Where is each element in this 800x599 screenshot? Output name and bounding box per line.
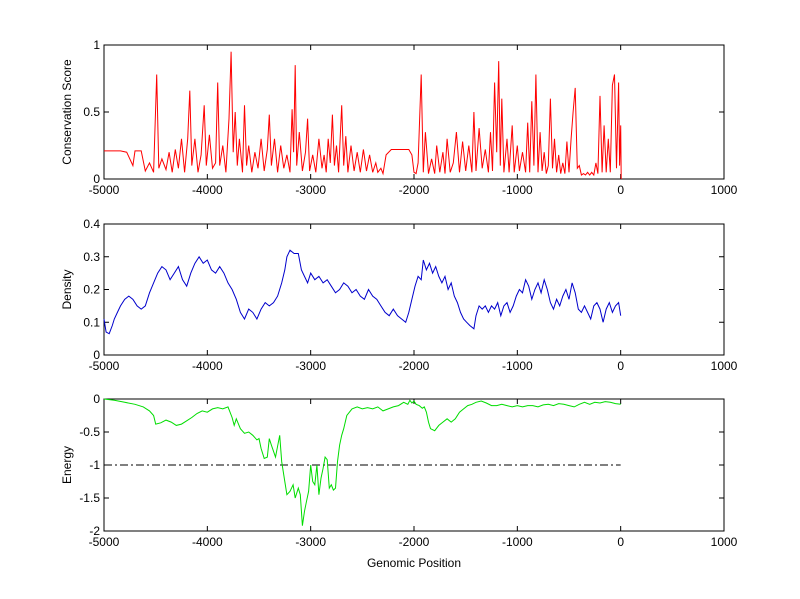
y-tick-label: -1 [89, 458, 100, 472]
y-axis-label: Energy [60, 446, 74, 484]
y-axis-label: Conservation Score [60, 59, 74, 165]
x-tick-label: 0 [617, 359, 624, 373]
series-line [103, 249, 622, 335]
x-tick-label: -2000 [399, 359, 430, 373]
y-tick-label: 0 [93, 172, 100, 186]
x-tick-label: 0 [617, 183, 624, 197]
x-tick-label: 1000 [711, 183, 738, 197]
y-tick-label: 0.5 [83, 105, 100, 119]
x-tick-label: 1000 [711, 359, 738, 373]
x-tick-label: -1000 [502, 359, 533, 373]
y-tick-label: 0 [93, 392, 100, 406]
y-tick-label: 1 [93, 38, 100, 52]
y-tick-label: -2 [89, 524, 100, 538]
chart-panel-3: -5000 -4000 -3000 -2000 -1000 0 1000 -2 -1.5 -1 -0… [60, 392, 738, 570]
x-tick-label: -2000 [399, 535, 430, 549]
x-tick-label: 0 [617, 535, 624, 549]
x-tick-label: -4000 [192, 535, 223, 549]
series-line [103, 398, 621, 526]
x-tick-label: -5000 [89, 183, 120, 197]
y-tick-label: -0.5 [79, 425, 100, 439]
x-tick-label: -5000 [89, 359, 120, 373]
y-axis-label: Density [60, 269, 74, 309]
x-tick-label: -2000 [399, 183, 430, 197]
x-tick-label: -1000 [502, 535, 533, 549]
x-tick-label: -4000 [192, 183, 223, 197]
y-tick-label: 0.1 [83, 315, 100, 329]
x-tick-label: 1000 [711, 535, 738, 549]
y-tick-label: 0.4 [83, 217, 100, 231]
x-tick-label: -4000 [192, 359, 223, 373]
chart-panel-2: -5000 -4000 -3000 -2000 -1000 0 1000 0 0.1 0.2 0.3… [60, 217, 738, 373]
y-tick-label: -1.5 [79, 491, 100, 505]
x-tick-label: -3000 [295, 359, 326, 373]
series-line [104, 51, 622, 180]
chart-panel-1: -5000 -4000 -3000 -2000 -1000 0 1000 0 0.5 1 Conse… [60, 38, 738, 197]
x-axis-label: Genomic Position [367, 556, 461, 570]
x-tick-label: -3000 [295, 183, 326, 197]
y-tick-label: 0 [93, 348, 100, 362]
x-tick-label: -1000 [502, 183, 533, 197]
x-tick-label: -5000 [89, 535, 120, 549]
y-tick-label: 0.2 [83, 283, 100, 297]
x-tick-label: -3000 [295, 535, 326, 549]
y-tick-label: 0.3 [83, 250, 100, 264]
